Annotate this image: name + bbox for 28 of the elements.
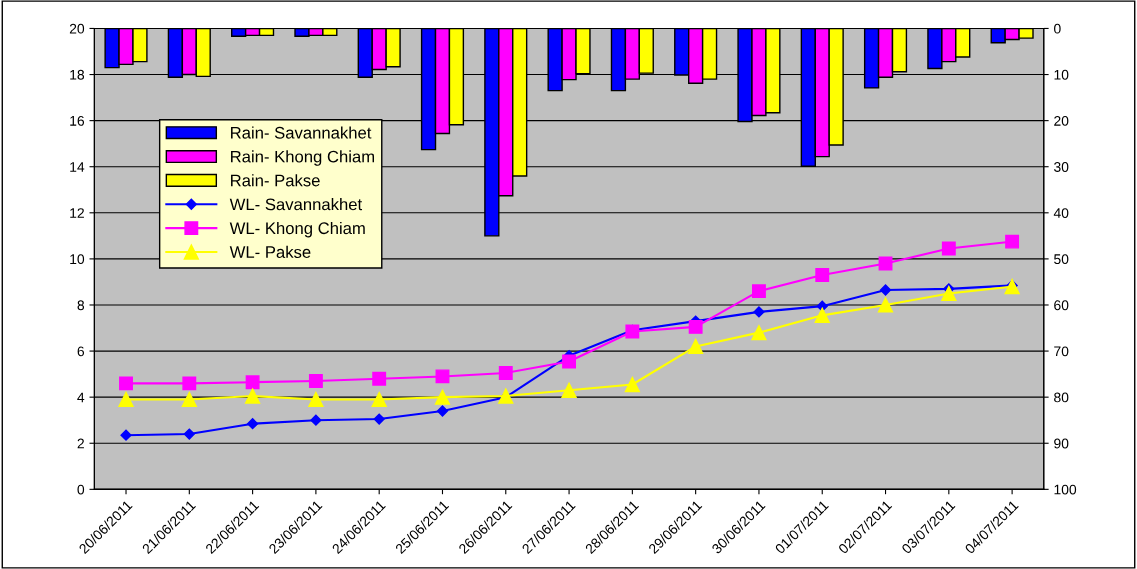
- y-tick-label: 4: [77, 392, 85, 403]
- y2-tick-label: 30: [1054, 162, 1069, 172]
- y2-tick-label: 80: [1054, 392, 1069, 403]
- y2-tick-label: 70: [1054, 346, 1069, 357]
- y-tick-label: 8: [77, 300, 85, 311]
- y2-tick-label: 0: [1054, 23, 1061, 34]
- y2-tick-label: 10: [1054, 69, 1069, 80]
- y-tick-label: 12: [70, 208, 84, 218]
- y-tick-label: 10: [70, 254, 85, 265]
- y-tick-label: 18: [70, 69, 85, 80]
- legend-label: WL- Savannakhet: [229, 198, 363, 211]
- y-tick-label: 14: [70, 162, 85, 172]
- y-tick-label: 16: [70, 115, 85, 126]
- legend-label: WL- Khong Chiam: [229, 221, 365, 238]
- legend-label: Rain- Pakse: [231, 174, 320, 187]
- legend-label: Rain- Khong Chiam: [231, 150, 375, 166]
- y2-tick-label: 40: [1053, 208, 1069, 218]
- legend-label: WL- Pakse: [229, 245, 311, 258]
- y-tick-label: 6: [77, 346, 85, 357]
- y2-tick-label: 20: [1054, 115, 1069, 126]
- y-tick-label: 20: [69, 23, 85, 34]
- y2-tick-label: 50: [1054, 254, 1069, 265]
- legend-label: Rain- Savannakhet: [231, 126, 372, 139]
- y2-tick-label: 60: [1054, 300, 1069, 311]
- y2-tick-label: 90: [1054, 438, 1069, 449]
- y-tick-label: 2: [77, 438, 84, 449]
- y2-tick-label: 100: [1054, 484, 1077, 495]
- y-tick-label: 0: [77, 484, 85, 495]
